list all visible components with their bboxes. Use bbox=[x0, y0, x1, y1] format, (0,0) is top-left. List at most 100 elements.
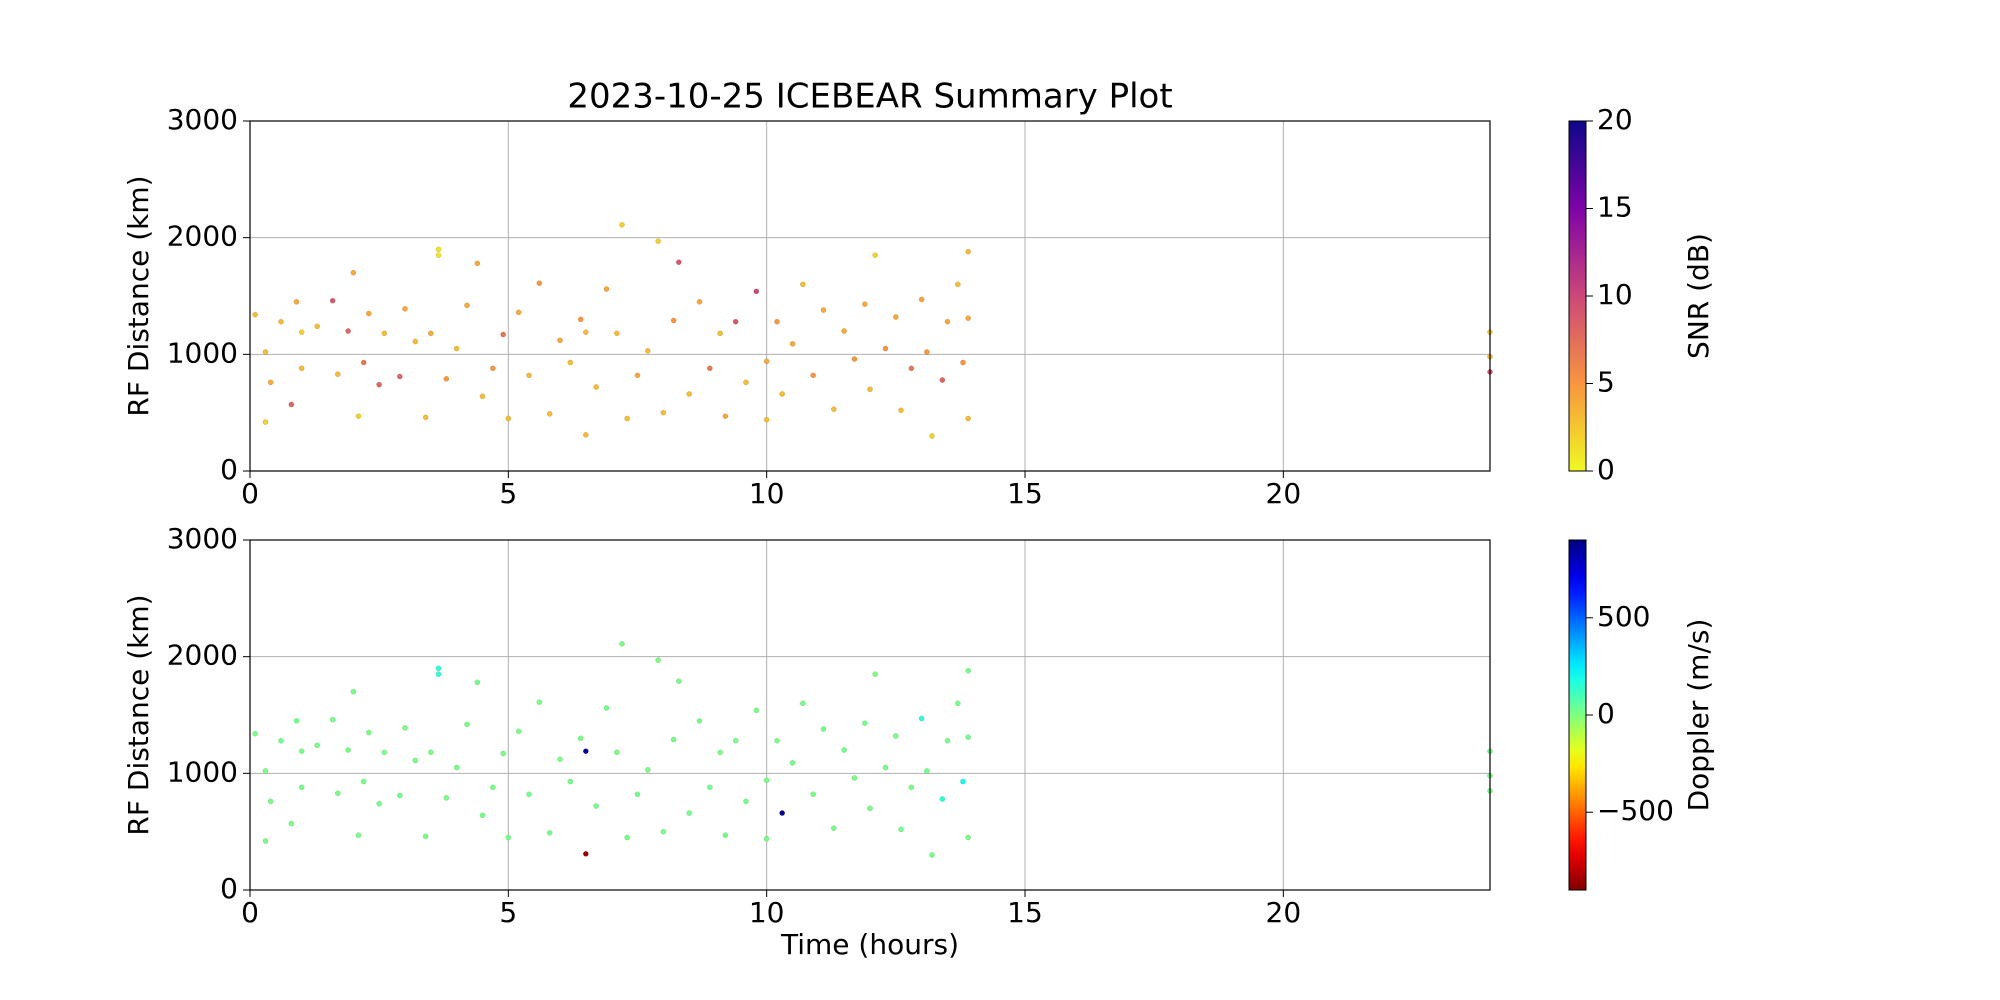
point bbox=[360, 359, 367, 366]
point bbox=[603, 286, 610, 292]
point bbox=[614, 330, 620, 337]
point bbox=[505, 834, 512, 841]
point bbox=[686, 810, 692, 816]
point bbox=[944, 737, 951, 744]
point bbox=[435, 246, 442, 253]
point bbox=[722, 832, 729, 838]
colorbar-tick-label: 500 bbox=[1597, 600, 1650, 633]
point bbox=[335, 790, 341, 796]
point bbox=[800, 281, 806, 288]
point bbox=[350, 269, 357, 276]
point bbox=[536, 280, 543, 286]
point bbox=[298, 329, 305, 335]
colorbar-tick-label: 0 bbox=[1597, 453, 1615, 486]
point bbox=[872, 671, 878, 677]
point bbox=[376, 381, 382, 388]
point bbox=[810, 791, 816, 798]
point bbox=[500, 750, 506, 757]
x-tick-label: 5 bbox=[499, 477, 517, 510]
x-tick-label: 5 bbox=[499, 896, 517, 929]
point bbox=[867, 805, 873, 812]
point bbox=[288, 820, 295, 827]
x-tick-label: 10 bbox=[749, 477, 785, 510]
point bbox=[583, 748, 589, 754]
point bbox=[820, 307, 827, 313]
point bbox=[526, 372, 532, 379]
point bbox=[686, 391, 692, 397]
point bbox=[366, 729, 372, 736]
chart-title: 2023-10-25 ICEBEAR Summary Plot bbox=[567, 77, 1172, 117]
point bbox=[820, 726, 827, 732]
point bbox=[862, 720, 868, 726]
point bbox=[505, 415, 512, 422]
y-axis-label: RF Distance (km) bbox=[122, 594, 155, 835]
point bbox=[732, 318, 739, 325]
point bbox=[939, 796, 946, 802]
point bbox=[655, 238, 661, 244]
y-tick-label: 1000 bbox=[167, 336, 238, 369]
point bbox=[774, 318, 780, 325]
y-tick-label: 0 bbox=[220, 453, 238, 486]
point bbox=[376, 800, 382, 807]
point bbox=[841, 747, 847, 753]
colorbar-tick-label: 0 bbox=[1597, 697, 1615, 730]
point bbox=[435, 671, 442, 677]
point bbox=[397, 373, 403, 380]
x-tick-label: 10 bbox=[749, 896, 785, 929]
point bbox=[443, 795, 450, 801]
point bbox=[546, 411, 553, 417]
point bbox=[366, 310, 372, 317]
point bbox=[753, 288, 760, 295]
point bbox=[314, 323, 320, 330]
point bbox=[924, 349, 930, 355]
y-tick-label: 3000 bbox=[167, 522, 238, 555]
point bbox=[536, 699, 543, 705]
point bbox=[500, 331, 506, 338]
point bbox=[567, 778, 574, 785]
point bbox=[670, 736, 677, 743]
point bbox=[707, 784, 713, 791]
point bbox=[872, 252, 878, 258]
x-tick-label: 20 bbox=[1266, 896, 1302, 929]
point bbox=[960, 778, 966, 785]
point bbox=[526, 791, 532, 798]
point bbox=[960, 359, 966, 366]
point bbox=[412, 338, 419, 345]
point bbox=[490, 365, 496, 372]
point bbox=[732, 737, 739, 744]
point bbox=[593, 803, 599, 809]
point bbox=[360, 778, 367, 785]
point bbox=[955, 281, 961, 288]
x-tick-label: 20 bbox=[1266, 477, 1302, 510]
point bbox=[464, 721, 470, 728]
point bbox=[252, 311, 258, 318]
point bbox=[262, 768, 269, 774]
point bbox=[262, 838, 269, 844]
point bbox=[603, 705, 610, 711]
colorbar-label: SNR (dB) bbox=[1682, 233, 1715, 359]
x-tick-label: 15 bbox=[1007, 896, 1043, 929]
point bbox=[753, 707, 760, 714]
y-tick-label: 1000 bbox=[167, 755, 238, 788]
point bbox=[763, 777, 770, 784]
point bbox=[453, 764, 460, 771]
point bbox=[774, 737, 780, 744]
point bbox=[345, 328, 351, 334]
colorbar bbox=[1568, 539, 1587, 891]
point bbox=[763, 416, 770, 423]
point bbox=[490, 784, 496, 791]
point bbox=[335, 371, 341, 377]
point bbox=[800, 700, 806, 707]
point bbox=[939, 377, 946, 383]
point bbox=[624, 415, 630, 422]
point bbox=[898, 826, 904, 833]
point bbox=[893, 733, 899, 739]
point bbox=[381, 749, 388, 756]
point bbox=[655, 657, 661, 663]
point bbox=[831, 825, 837, 831]
y-tick-label: 0 bbox=[220, 872, 238, 905]
point bbox=[619, 641, 625, 647]
point bbox=[350, 688, 357, 695]
point bbox=[743, 798, 749, 805]
